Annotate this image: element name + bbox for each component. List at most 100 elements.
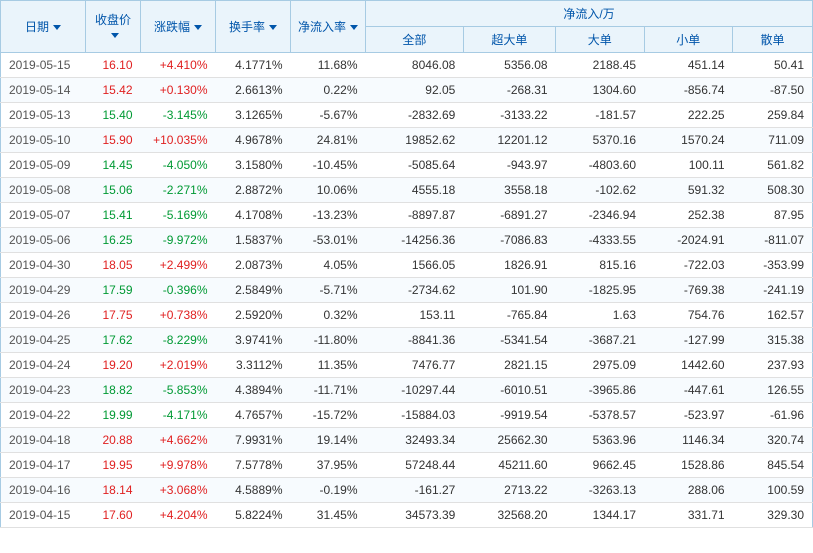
cell-turnover: 2.0873% bbox=[216, 253, 291, 278]
table-row: 2019-05-1315.40-3.145%3.1265%-5.67%-2832… bbox=[1, 103, 813, 128]
cell-sm: -127.99 bbox=[644, 328, 733, 353]
col-inflow-rate[interactable]: 净流入率 bbox=[291, 1, 366, 53]
col-close[interactable]: 收盘价 bbox=[86, 1, 141, 53]
cell-xl: 12201.12 bbox=[463, 128, 555, 153]
cell-close: 15.42 bbox=[86, 78, 141, 103]
cell-all: -14256.36 bbox=[366, 228, 464, 253]
col-date[interactable]: 日期 bbox=[1, 1, 86, 53]
cell-sc: 50.41 bbox=[733, 53, 813, 78]
cell-change: +4.204% bbox=[141, 503, 216, 528]
table-row: 2019-04-2917.59-0.396%2.5849%-5.71%-2734… bbox=[1, 278, 813, 303]
cell-date: 2019-04-18 bbox=[1, 428, 86, 453]
cell-sc: 320.74 bbox=[733, 428, 813, 453]
cell-all: 153.11 bbox=[366, 303, 464, 328]
cell-date: 2019-05-07 bbox=[1, 203, 86, 228]
cell-all: 32493.34 bbox=[366, 428, 464, 453]
col-lg[interactable]: 大单 bbox=[556, 27, 645, 53]
cell-close: 18.82 bbox=[86, 378, 141, 403]
cell-all: 1566.05 bbox=[366, 253, 464, 278]
cell-xl: -765.84 bbox=[463, 303, 555, 328]
cell-sc: -811.07 bbox=[733, 228, 813, 253]
cell-sm: 288.06 bbox=[644, 478, 733, 503]
cell-change: -8.229% bbox=[141, 328, 216, 353]
table-row: 2019-04-1820.88+4.662%7.9931%19.14%32493… bbox=[1, 428, 813, 453]
cell-lg: 9662.45 bbox=[556, 453, 645, 478]
cell-lg: 5363.96 bbox=[556, 428, 645, 453]
cell-all: 34573.39 bbox=[366, 503, 464, 528]
cell-lg: 2975.09 bbox=[556, 353, 645, 378]
cell-all: -161.27 bbox=[366, 478, 464, 503]
cell-turnover: 2.8872% bbox=[216, 178, 291, 203]
col-sm[interactable]: 小单 bbox=[644, 27, 733, 53]
cell-all: 8046.08 bbox=[366, 53, 464, 78]
cell-change: -5.853% bbox=[141, 378, 216, 403]
cell-change: +2.499% bbox=[141, 253, 216, 278]
cell-close: 19.99 bbox=[86, 403, 141, 428]
cell-inflow-rate: 10.06% bbox=[291, 178, 366, 203]
cell-sc: 711.09 bbox=[733, 128, 813, 153]
cell-turnover: 4.1771% bbox=[216, 53, 291, 78]
cell-close: 17.62 bbox=[86, 328, 141, 353]
cell-inflow-rate: 0.32% bbox=[291, 303, 366, 328]
cell-date: 2019-05-08 bbox=[1, 178, 86, 203]
cell-close: 17.59 bbox=[86, 278, 141, 303]
cell-sm: -769.38 bbox=[644, 278, 733, 303]
cell-inflow-rate: 37.95% bbox=[291, 453, 366, 478]
cell-turnover: 3.1580% bbox=[216, 153, 291, 178]
cell-inflow-rate: 11.68% bbox=[291, 53, 366, 78]
cell-close: 18.14 bbox=[86, 478, 141, 503]
cell-change: -4.050% bbox=[141, 153, 216, 178]
col-xl[interactable]: 超大单 bbox=[463, 27, 555, 53]
cell-close: 19.95 bbox=[86, 453, 141, 478]
col-date-label: 日期 bbox=[25, 20, 49, 34]
sort-arrow-icon bbox=[111, 33, 119, 38]
cell-change: +0.738% bbox=[141, 303, 216, 328]
table-row: 2019-05-0914.45-4.050%3.1580%-10.45%-508… bbox=[1, 153, 813, 178]
sort-arrow-icon bbox=[194, 25, 202, 30]
col-change[interactable]: 涨跌幅 bbox=[141, 1, 216, 53]
table-row: 2019-05-0616.25-9.972%1.5837%-53.01%-142… bbox=[1, 228, 813, 253]
table-row: 2019-05-1415.42+0.130%2.6613%0.22%92.05-… bbox=[1, 78, 813, 103]
table-row: 2019-05-1015.90+10.035%4.9678%24.81%1985… bbox=[1, 128, 813, 153]
cell-sm: 1146.34 bbox=[644, 428, 733, 453]
cell-xl: 2713.22 bbox=[463, 478, 555, 503]
cell-sc: 87.95 bbox=[733, 203, 813, 228]
cell-sm: 591.32 bbox=[644, 178, 733, 203]
cell-lg: -3965.86 bbox=[556, 378, 645, 403]
cell-xl: 25662.30 bbox=[463, 428, 555, 453]
table-row: 2019-05-0815.06-2.271%2.8872%10.06%4555.… bbox=[1, 178, 813, 203]
cell-date: 2019-04-26 bbox=[1, 303, 86, 328]
cell-date: 2019-04-24 bbox=[1, 353, 86, 378]
col-inflow-rate-label: 净流入率 bbox=[298, 20, 346, 34]
cell-change: -3.145% bbox=[141, 103, 216, 128]
col-all[interactable]: 全部 bbox=[366, 27, 464, 53]
sort-arrow-icon bbox=[53, 25, 61, 30]
cell-all: -2734.62 bbox=[366, 278, 464, 303]
cell-inflow-rate: -0.19% bbox=[291, 478, 366, 503]
cell-close: 15.06 bbox=[86, 178, 141, 203]
cell-sm: 222.25 bbox=[644, 103, 733, 128]
cell-xl: 5356.08 bbox=[463, 53, 555, 78]
cell-sc: -353.99 bbox=[733, 253, 813, 278]
table-row: 2019-05-0715.41-5.169%4.1708%-13.23%-889… bbox=[1, 203, 813, 228]
cell-change: +0.130% bbox=[141, 78, 216, 103]
cell-change: +2.019% bbox=[141, 353, 216, 378]
table-row: 2019-04-1517.60+4.204%5.8224%31.45%34573… bbox=[1, 503, 813, 528]
cell-sc: 237.93 bbox=[733, 353, 813, 378]
cell-sc: 315.38 bbox=[733, 328, 813, 353]
col-turnover[interactable]: 换手率 bbox=[216, 1, 291, 53]
cell-date: 2019-05-10 bbox=[1, 128, 86, 153]
cell-close: 15.40 bbox=[86, 103, 141, 128]
cell-sm: 331.71 bbox=[644, 503, 733, 528]
cell-lg: -181.57 bbox=[556, 103, 645, 128]
cell-close: 20.88 bbox=[86, 428, 141, 453]
cell-date: 2019-05-09 bbox=[1, 153, 86, 178]
cell-all: 7476.77 bbox=[366, 353, 464, 378]
col-sc[interactable]: 散单 bbox=[733, 27, 813, 53]
table-row: 2019-04-2517.62-8.229%3.9741%-11.80%-884… bbox=[1, 328, 813, 353]
table-row: 2019-04-1618.14+3.068%4.5889%-0.19%-161.… bbox=[1, 478, 813, 503]
cell-xl: 3558.18 bbox=[463, 178, 555, 203]
cell-close: 16.10 bbox=[86, 53, 141, 78]
cell-inflow-rate: -5.67% bbox=[291, 103, 366, 128]
cell-inflow-rate: 24.81% bbox=[291, 128, 366, 153]
